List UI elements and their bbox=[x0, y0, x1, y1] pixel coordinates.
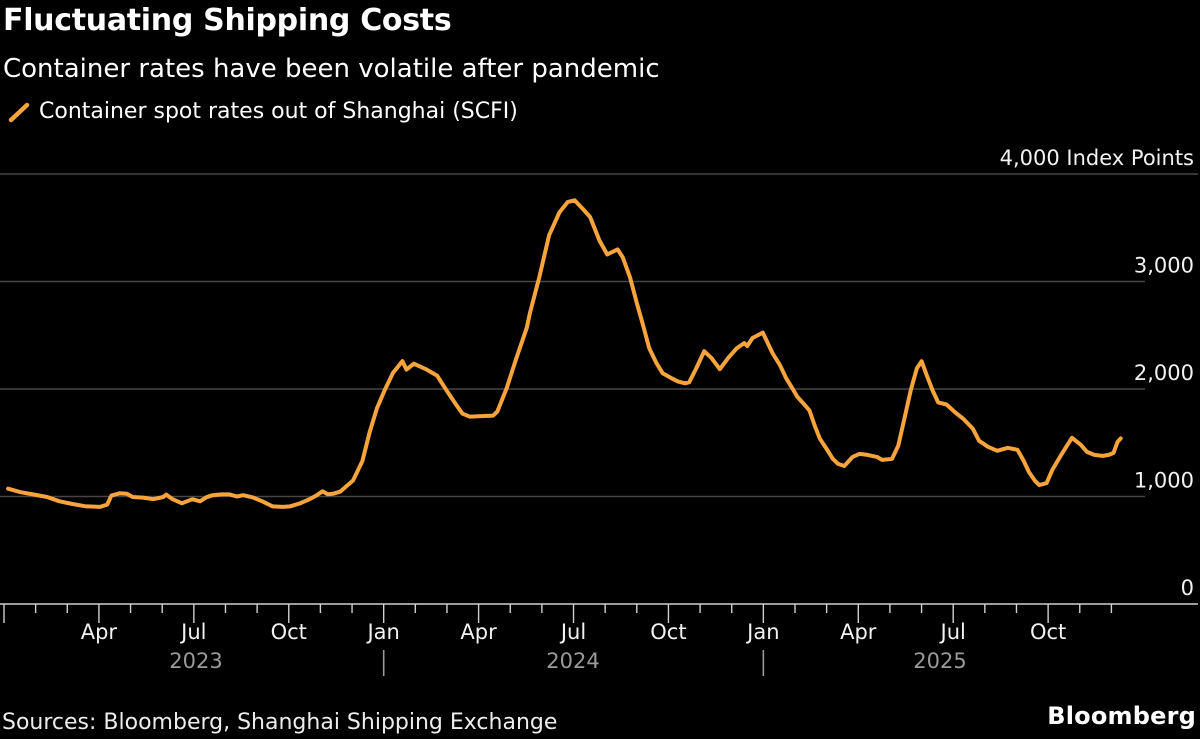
scfi-series-line bbox=[6, 198, 1123, 509]
legend-marker-line bbox=[8, 102, 30, 122]
month-label: Apr bbox=[460, 620, 497, 644]
page-subtitle: Container rates have been volatile after… bbox=[3, 54, 660, 84]
month-label: Jul bbox=[559, 620, 586, 644]
sources-note: Sources: Bloomberg, Shanghai Shipping Ex… bbox=[2, 710, 558, 735]
year-label: 2024 bbox=[546, 649, 599, 673]
bloomberg-logo: Bloomberg bbox=[1047, 702, 1196, 730]
legend-label: Container spot rates out of Shanghai (SC… bbox=[39, 99, 518, 124]
page-title: Fluctuating Shipping Costs bbox=[3, 3, 452, 38]
month-label: Oct bbox=[1030, 620, 1066, 644]
y-tick-label: 4,000 Index Points bbox=[1000, 146, 1194, 170]
month-label: Oct bbox=[650, 620, 686, 644]
month-label: Jan bbox=[745, 620, 779, 644]
month-label: Apr bbox=[840, 620, 877, 644]
month-label: Jul bbox=[939, 620, 966, 644]
y-tick-label: 3,000 bbox=[1134, 254, 1194, 278]
y-tick-label: 2,000 bbox=[1134, 361, 1194, 385]
month-label: Oct bbox=[271, 620, 307, 644]
month-label: Apr bbox=[81, 620, 118, 644]
year-label: 2025 bbox=[913, 649, 966, 673]
month-label: Jan bbox=[365, 620, 399, 644]
y-tick-label: 0 bbox=[1181, 576, 1194, 600]
legend-line-icon bbox=[8, 102, 30, 122]
month-label: Jul bbox=[179, 620, 206, 644]
legend: Container spot rates out of Shanghai (SC… bbox=[8, 99, 518, 124]
y-tick-label: 1,000 bbox=[1134, 469, 1194, 493]
year-label: 2023 bbox=[169, 649, 222, 673]
